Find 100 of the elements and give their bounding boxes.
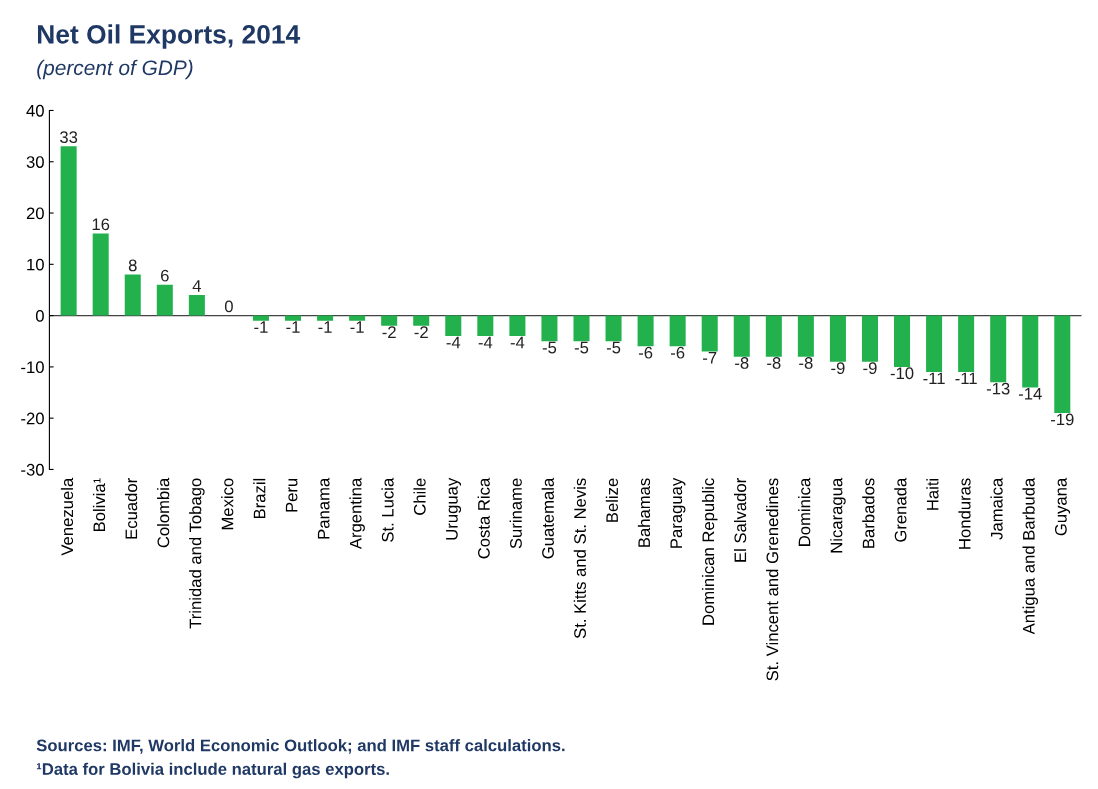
data-label: 0: [224, 300, 233, 313]
y-tick-label: -10: [21, 361, 44, 374]
data-label: -4: [510, 336, 525, 349]
x-tick-label: Trinidad and Tobago: [189, 478, 205, 629]
bar: [861, 315, 878, 362]
bar: [156, 284, 173, 316]
chart-subtitle: (percent of GDP): [37, 59, 193, 80]
y-tick-label: -30: [21, 463, 44, 476]
x-tick-label: Grenada: [894, 477, 907, 542]
y-tick-label: 0: [35, 310, 44, 322]
x-tick-label: Haiti: [926, 478, 939, 510]
data-label: -8: [767, 357, 781, 369]
bar: [958, 315, 975, 373]
bar: [797, 315, 814, 357]
bar: [637, 315, 654, 347]
x-tick-label: Venezuela: [60, 477, 74, 556]
data-label: -19: [1050, 413, 1074, 426]
x-tick-label: Ecuador: [124, 478, 138, 539]
x-tick-label: Argentina: [349, 477, 365, 550]
bar: [829, 315, 846, 362]
y-tick-label: 20: [26, 207, 44, 220]
x-tick-label: Barbados: [862, 478, 875, 548]
data-label: -14: [1018, 388, 1042, 400]
x-tick-label: El Salvador: [734, 478, 747, 562]
bar: [926, 315, 943, 373]
data-label: 8: [128, 259, 137, 272]
data-label: -10: [890, 367, 914, 380]
x-tick-label: St. Lucia: [381, 477, 394, 542]
x-tick-label: Paraguay: [670, 477, 686, 548]
data-label: -1: [350, 321, 364, 333]
data-label: 16: [92, 218, 110, 231]
x-tick-label: Brazil: [253, 478, 266, 519]
text: ¹Data for Bolivia include natural gas exports.: [36, 762, 389, 779]
x-tick-label: Antigua and Barbuda: [1022, 477, 1039, 635]
data-label: -4: [478, 336, 493, 349]
bar: [1022, 315, 1039, 388]
bar: [413, 315, 430, 326]
x-tick-label: Costa Rica: [477, 477, 490, 559]
bar: [990, 315, 1007, 383]
y-tick-label: 10: [27, 258, 44, 271]
x-tick-label: Jamaica: [990, 477, 1003, 540]
data-label: -6: [638, 346, 653, 359]
source-note: Sources: IMF, World Economic Outlook; and IMF staff calculations.: [36, 739, 565, 754]
bar: [509, 315, 526, 337]
bar: [381, 315, 398, 326]
data-label: 33: [60, 131, 78, 144]
x-tick-label: Belize: [605, 478, 619, 522]
bar: [765, 315, 782, 357]
data-label: -4: [446, 336, 461, 349]
data-label: -13: [986, 382, 1010, 395]
x-tick-label: St. Kitts and St. Nevis: [573, 478, 586, 639]
x-tick-label: Dominica: [798, 477, 811, 546]
x-tick-label: Nicaragua: [830, 477, 846, 553]
data-label: -8: [735, 357, 749, 369]
x-tick-label: Suriname: [509, 478, 522, 549]
data-label: -5: [574, 341, 589, 354]
x-tick-label: Chile: [413, 478, 426, 515]
x-tick-label: St. Vincent and Grenedines: [766, 478, 779, 681]
data-label: -9: [831, 362, 845, 374]
data-label: 4: [192, 280, 201, 292]
data-label: -5: [606, 341, 621, 354]
y-tick-label: 30: [26, 156, 44, 168]
bar: [573, 315, 590, 342]
x-tick-label: Peru: [285, 478, 298, 512]
data-label: -11: [923, 372, 945, 385]
x-tick-label: Uruguay: [446, 477, 462, 540]
chart-title: Net Oil Exports, 2014: [38, 24, 301, 49]
bar: [701, 315, 718, 352]
data-label: -1: [318, 321, 332, 333]
bar: [188, 295, 205, 316]
bar: [477, 315, 494, 337]
data-label: -2: [382, 326, 396, 338]
x-tick-label: Guatemala: [541, 477, 554, 559]
bar: [445, 315, 462, 337]
data-label: 6: [161, 269, 169, 282]
y-tick-label: -20: [21, 412, 44, 425]
data-label: -1: [286, 321, 300, 333]
x-tick-label: Mexico: [221, 478, 234, 530]
x-tick-label: Colombia: [157, 477, 170, 548]
bar: [669, 315, 686, 347]
bar: [605, 315, 622, 342]
data-label: -11: [955, 372, 977, 385]
data-label: -1: [254, 321, 268, 333]
bar: [285, 315, 302, 321]
bar: [317, 315, 334, 321]
data-label: -9: [863, 362, 877, 374]
x-tick-label: Guyana: [1054, 477, 1071, 536]
bar: [252, 315, 269, 321]
x-tick-label: Dominican Republic: [701, 478, 718, 625]
bar: [733, 315, 750, 357]
data-label: -5: [542, 341, 557, 354]
bar: [60, 146, 77, 316]
data-label: -6: [670, 346, 685, 359]
bar: [1054, 315, 1071, 414]
y-tick-label: 40: [26, 104, 44, 117]
bar: [541, 315, 558, 342]
data-label: -2: [414, 326, 428, 338]
x-tick-label: Bolivia¹: [92, 478, 106, 532]
data-label: -7: [703, 352, 717, 364]
x-tick-label: Honduras: [958, 478, 971, 549]
